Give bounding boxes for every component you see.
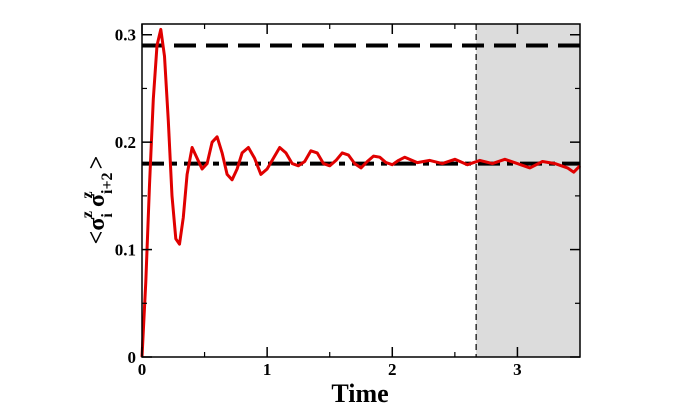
y-tick-label: 0 (128, 348, 137, 367)
y-axis-title-sigma-1: σ (84, 218, 110, 231)
y-axis-title: <σizσi+2z> (79, 156, 116, 245)
series-line (140, 27, 582, 358)
x-tick-label: 2 (388, 360, 397, 379)
x-tick-label: 3 (513, 360, 522, 379)
y-axis-title-close: > (84, 156, 110, 170)
y-axis-title-open: < (84, 231, 110, 245)
x-axis-title: Time (331, 379, 388, 408)
y-axis-title-sup-2: z (79, 191, 96, 198)
y-tick-label: 0.1 (115, 241, 136, 260)
shaded-region (476, 24, 580, 357)
x-tick-label: 0 (138, 360, 147, 379)
y-tick-label: 0.3 (115, 26, 136, 45)
y-axis-title-sub-2: i+2 (99, 172, 116, 194)
x-tick-label: 1 (263, 360, 272, 379)
y-axis-title-sup-1: z (79, 211, 96, 218)
y-axis-title-sub-1: i (99, 213, 116, 218)
plot-frame (141, 23, 581, 358)
y-axis-title-sigma-2: σ (84, 194, 110, 207)
y-tick-label: 0.2 (115, 133, 136, 152)
